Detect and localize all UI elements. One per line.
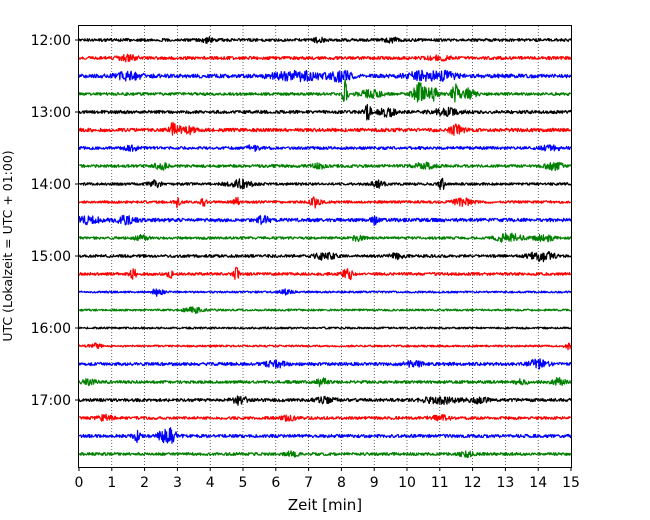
x-tick-label: 15 — [562, 475, 580, 491]
x-axis-ticks: 0 1 2 3 4 5 6 7 8 9 10 11 12 13 14 15 — [75, 467, 580, 491]
x-axis-label: Zeit [min] — [288, 496, 362, 514]
y-tick-label: 15:00 — [31, 249, 71, 265]
y-tick-label: 12:00 — [31, 33, 71, 49]
trace-1400 — [78, 177, 572, 191]
x-tick-label: 10 — [398, 475, 416, 491]
trace-1715 — [78, 413, 572, 422]
x-tick-label: 9 — [370, 475, 379, 491]
x-tick-label: 14 — [529, 475, 547, 491]
trace-1315 — [78, 121, 572, 136]
trace-1745 — [78, 450, 572, 459]
trace-1330 — [78, 144, 572, 153]
trace-1730 — [78, 427, 572, 444]
x-tick-label: 13 — [496, 475, 514, 491]
plot-frame — [78, 25, 572, 468]
x-tick-label: 3 — [173, 475, 182, 491]
y-tick-label: 14:00 — [31, 177, 71, 193]
trace-1445 — [78, 232, 572, 243]
trace-1645 — [78, 377, 572, 388]
trace-1515 — [78, 266, 572, 281]
trace-1215 — [78, 53, 572, 63]
trace-1530 — [78, 288, 572, 297]
y-tick-label: 16:00 — [31, 321, 71, 337]
trace-1600 — [78, 326, 572, 330]
trace-1230 — [78, 69, 572, 84]
x-tick-label: 6 — [271, 475, 280, 491]
y-tick-label: 13:00 — [31, 105, 71, 121]
trace-1545 — [78, 306, 572, 314]
x-tick-label: 4 — [206, 475, 215, 491]
trace-1345 — [78, 161, 572, 172]
x-tick-label: 5 — [239, 475, 248, 491]
y-axis-label: UTC (Lokalzeit = UTC + 01:00) — [0, 150, 15, 341]
trace-1630 — [78, 358, 572, 370]
trace-1200 — [78, 36, 572, 45]
trace-1245 — [78, 79, 572, 103]
trace-1500 — [78, 250, 572, 263]
trace-1300 — [78, 103, 572, 121]
y-tick-label: 17:00 — [31, 393, 71, 409]
x-tick-label: 0 — [75, 475, 84, 491]
x-tick-label: 12 — [464, 475, 482, 491]
y-axis-ticks: 12:00 13:00 14:00 15:00 16:00 17:00 — [31, 33, 79, 409]
trace-1430 — [78, 214, 572, 227]
x-tick-label: 11 — [431, 475, 449, 491]
x-tick-label: 7 — [304, 475, 313, 491]
x-tick-label: 1 — [107, 475, 116, 491]
seismogram-traces — [78, 36, 572, 459]
x-tick-label: 8 — [337, 475, 346, 491]
x-tick-label: 2 — [140, 475, 149, 491]
trace-1700 — [78, 395, 572, 406]
trace-1615 — [78, 342, 572, 351]
trace-1415 — [78, 196, 572, 209]
